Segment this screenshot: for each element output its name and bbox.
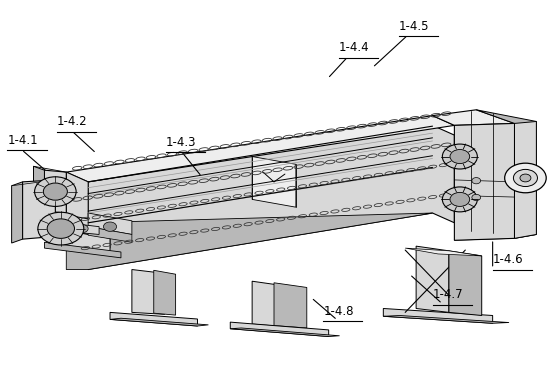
Circle shape — [513, 169, 538, 187]
Polygon shape — [66, 213, 432, 269]
Circle shape — [38, 212, 84, 245]
Polygon shape — [252, 156, 296, 207]
Polygon shape — [454, 235, 536, 240]
Polygon shape — [44, 170, 66, 213]
Text: 1-4.6: 1-4.6 — [493, 253, 523, 266]
Polygon shape — [55, 229, 110, 248]
Polygon shape — [88, 227, 132, 242]
Text: 1-4.5: 1-4.5 — [398, 20, 429, 32]
Circle shape — [442, 187, 477, 212]
Circle shape — [104, 222, 117, 231]
Polygon shape — [55, 229, 110, 254]
Polygon shape — [66, 116, 454, 182]
Circle shape — [520, 174, 531, 182]
Polygon shape — [383, 316, 509, 323]
Circle shape — [442, 144, 477, 169]
Polygon shape — [432, 110, 515, 126]
Text: 1-4.4: 1-4.4 — [339, 41, 369, 54]
Polygon shape — [88, 213, 132, 235]
Polygon shape — [416, 246, 449, 312]
Circle shape — [77, 225, 88, 233]
Polygon shape — [66, 223, 99, 235]
Polygon shape — [12, 182, 22, 243]
Circle shape — [505, 163, 546, 193]
Polygon shape — [110, 312, 197, 326]
Polygon shape — [383, 308, 493, 323]
Polygon shape — [12, 180, 55, 186]
Circle shape — [472, 194, 481, 201]
Polygon shape — [88, 126, 454, 269]
Polygon shape — [22, 180, 55, 239]
Polygon shape — [33, 166, 66, 172]
Circle shape — [472, 178, 481, 184]
Polygon shape — [44, 242, 121, 258]
Polygon shape — [454, 124, 515, 240]
Polygon shape — [55, 213, 110, 239]
Circle shape — [450, 149, 470, 163]
Polygon shape — [33, 166, 44, 211]
Polygon shape — [274, 283, 307, 328]
Text: 1-4.8: 1-4.8 — [323, 305, 353, 318]
Polygon shape — [230, 322, 329, 337]
Text: 1-4.1: 1-4.1 — [7, 134, 38, 147]
Text: 1-4.3: 1-4.3 — [166, 136, 196, 149]
Circle shape — [35, 177, 76, 206]
Polygon shape — [110, 318, 208, 326]
Polygon shape — [66, 172, 88, 223]
Circle shape — [450, 192, 470, 206]
Polygon shape — [405, 248, 482, 256]
Circle shape — [47, 219, 75, 239]
Polygon shape — [154, 270, 175, 315]
Text: 1-4.7: 1-4.7 — [432, 289, 463, 301]
Polygon shape — [132, 269, 165, 314]
Polygon shape — [230, 328, 340, 337]
Polygon shape — [449, 251, 482, 316]
Circle shape — [43, 183, 67, 200]
Polygon shape — [252, 281, 285, 327]
Polygon shape — [515, 122, 536, 239]
Text: 1-4.2: 1-4.2 — [57, 115, 88, 129]
Polygon shape — [476, 110, 536, 239]
